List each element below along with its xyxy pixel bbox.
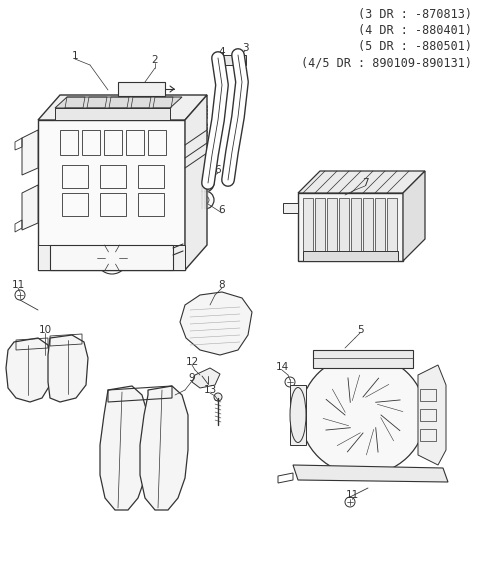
Polygon shape: [303, 251, 398, 261]
Polygon shape: [38, 120, 185, 270]
Circle shape: [359, 355, 367, 363]
Text: 6: 6: [219, 205, 225, 215]
Circle shape: [345, 397, 381, 433]
Polygon shape: [298, 171, 425, 193]
Text: 5: 5: [357, 325, 363, 335]
Text: 1: 1: [72, 51, 78, 61]
Polygon shape: [351, 198, 361, 253]
Polygon shape: [303, 198, 313, 253]
Polygon shape: [375, 198, 385, 253]
Text: 14: 14: [276, 362, 288, 372]
Text: (4/5 DR : 890109-890131): (4/5 DR : 890109-890131): [301, 56, 472, 69]
Circle shape: [285, 377, 295, 387]
Text: (3 DR : -870813): (3 DR : -870813): [358, 8, 472, 21]
Polygon shape: [339, 198, 349, 253]
Text: 11: 11: [346, 490, 359, 500]
Polygon shape: [55, 108, 170, 120]
Polygon shape: [100, 386, 148, 510]
Polygon shape: [298, 193, 403, 261]
Text: 6: 6: [215, 165, 221, 175]
Polygon shape: [48, 335, 88, 402]
Circle shape: [399, 355, 407, 363]
Ellipse shape: [290, 388, 306, 442]
Circle shape: [214, 393, 222, 401]
Circle shape: [196, 174, 214, 192]
Text: (4 DR : -880401): (4 DR : -880401): [358, 24, 472, 37]
Text: 2: 2: [152, 55, 158, 65]
Circle shape: [15, 290, 25, 300]
Text: 10: 10: [38, 325, 51, 335]
Polygon shape: [118, 82, 165, 96]
Polygon shape: [212, 55, 246, 65]
Circle shape: [355, 407, 371, 423]
Polygon shape: [192, 368, 220, 388]
Text: 4: 4: [219, 47, 225, 57]
Polygon shape: [22, 185, 38, 230]
Polygon shape: [140, 386, 188, 510]
Polygon shape: [185, 95, 207, 270]
Polygon shape: [387, 198, 397, 253]
Polygon shape: [283, 203, 298, 213]
Polygon shape: [38, 95, 207, 120]
Text: 8: 8: [219, 280, 225, 290]
Circle shape: [196, 191, 214, 209]
Text: (5 DR : -880501): (5 DR : -880501): [358, 40, 472, 53]
Polygon shape: [50, 245, 173, 270]
Text: 11: 11: [12, 280, 24, 290]
Circle shape: [321, 373, 405, 457]
Polygon shape: [418, 365, 446, 465]
Text: 7: 7: [362, 178, 368, 188]
Polygon shape: [22, 130, 38, 175]
Polygon shape: [313, 350, 413, 368]
Text: 9: 9: [189, 373, 195, 383]
Polygon shape: [38, 245, 185, 270]
Polygon shape: [293, 465, 448, 482]
Text: 12: 12: [185, 357, 199, 367]
Polygon shape: [363, 198, 373, 253]
Polygon shape: [6, 338, 52, 402]
Polygon shape: [180, 292, 252, 355]
Polygon shape: [290, 385, 306, 445]
Circle shape: [319, 355, 327, 363]
Text: 13: 13: [204, 385, 216, 395]
Polygon shape: [327, 198, 337, 253]
Circle shape: [345, 497, 355, 507]
Polygon shape: [55, 97, 182, 108]
Text: 3: 3: [242, 43, 248, 53]
Polygon shape: [315, 198, 325, 253]
Polygon shape: [403, 171, 425, 261]
Ellipse shape: [300, 355, 425, 475]
